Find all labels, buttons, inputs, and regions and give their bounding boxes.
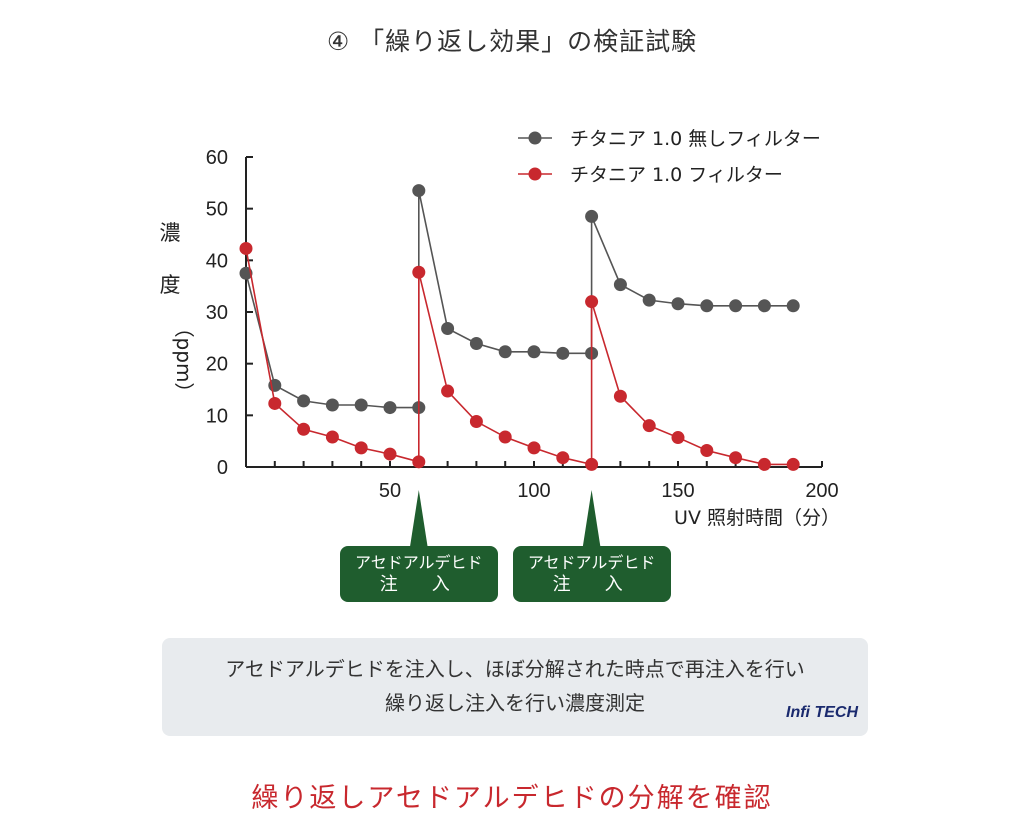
data-point (729, 299, 743, 313)
callout-line2: 注 入 (379, 574, 458, 595)
x-tick-label: 150 (661, 480, 694, 502)
data-point (412, 265, 426, 279)
callout-line1: アセドアルデヒド (527, 553, 656, 572)
data-point (498, 430, 512, 444)
data-point (469, 415, 483, 429)
data-point (412, 455, 426, 469)
data-point (729, 451, 743, 465)
x-axis-title: UV 照射時間（分） (674, 507, 840, 529)
data-point (297, 394, 311, 408)
conclusion-text: 繰り返しアセドアルデヒドの分解を確認 (251, 783, 773, 814)
chart-ticks: 0 10 20 30 40 50 60 50 100 150 200 (206, 147, 839, 502)
data-point (757, 457, 771, 471)
data-point (268, 396, 282, 410)
data-point (786, 457, 800, 471)
data-point (613, 278, 627, 292)
data-point (642, 293, 656, 307)
legend-label: チタニア 1.0 フィルター (570, 164, 783, 186)
data-point (671, 431, 685, 445)
description-box: アセドアルデヒドを注入し、ほぼ分解された時点で再注入を行い 繰り返し注入を行い濃… (162, 638, 868, 736)
data-point (354, 441, 368, 455)
page-title: ④ 「繰り返し効果」の検証試験 (326, 27, 698, 56)
data-point (700, 299, 714, 313)
chart-axis-labels: UV 照射時間（分） 濃 度 （ppm） (160, 221, 841, 529)
data-point (239, 241, 253, 255)
data-point (527, 345, 541, 359)
description-line1: アセドアルデヒドを注入し、ほぼ分解された時点で再注入を行い (225, 657, 805, 681)
data-point (585, 209, 599, 223)
data-point (412, 184, 426, 198)
injection-callout-2: アセドアルデヒド 注 入 (512, 546, 671, 602)
y-tick-label: 60 (206, 147, 228, 169)
data-point (441, 322, 455, 336)
data-point (585, 457, 599, 471)
y-axis-title-char: 濃 (160, 221, 181, 245)
data-point (786, 299, 800, 313)
data-point (700, 443, 714, 457)
legend-label: チタニア 1.0 無しフィルター (570, 128, 821, 150)
data-point (556, 451, 570, 465)
description-line2: 繰り返し注入を行い濃度測定 (385, 691, 645, 715)
x-tick-label: 100 (517, 480, 550, 502)
y-axis-unit: （ppm） (172, 318, 196, 403)
y-tick-label: 0 (217, 457, 228, 479)
injection-arrow (409, 490, 428, 548)
y-tick-label: 20 (206, 354, 228, 376)
data-point (297, 422, 311, 436)
y-tick-label: 30 (206, 302, 228, 324)
series-line (245, 248, 794, 466)
data-point (441, 384, 455, 398)
line-chart: 0 10 20 30 40 50 60 50 100 150 200 チタニア 1.0 無しフィルタ… (160, 128, 841, 548)
y-tick-label: 50 (206, 199, 228, 221)
series-line (245, 190, 794, 409)
injection-arrow (582, 490, 601, 548)
injection-callout-1: アセドアルデヒド 注 入 (339, 546, 498, 602)
y-tick-label: 40 (206, 250, 228, 272)
data-point (354, 398, 368, 412)
callout-line2: 注 入 (552, 574, 631, 595)
data-point (469, 337, 483, 351)
data-point (383, 401, 397, 415)
data-point (757, 299, 771, 313)
legend-marker (528, 131, 542, 145)
data-point (498, 345, 512, 359)
y-tick-label: 10 (206, 405, 228, 427)
data-point (642, 419, 656, 433)
x-tick-label: 200 (805, 480, 838, 502)
data-point (527, 441, 541, 455)
data-point (613, 389, 627, 403)
data-point (585, 295, 599, 309)
injection-arrows (409, 490, 601, 548)
data-point (383, 447, 397, 461)
chart-series (239, 184, 800, 471)
data-point (556, 346, 570, 360)
infitech-logo: Infi TECH (786, 704, 858, 721)
data-point (325, 430, 339, 444)
data-point (671, 297, 685, 311)
x-tick-label: 50 (379, 480, 401, 502)
data-point (325, 398, 339, 412)
y-axis-title-char (160, 247, 181, 271)
y-axis-title-char: 度 (160, 273, 181, 297)
callout-line1: アセドアルデヒド (355, 553, 483, 572)
legend-marker (528, 167, 542, 181)
